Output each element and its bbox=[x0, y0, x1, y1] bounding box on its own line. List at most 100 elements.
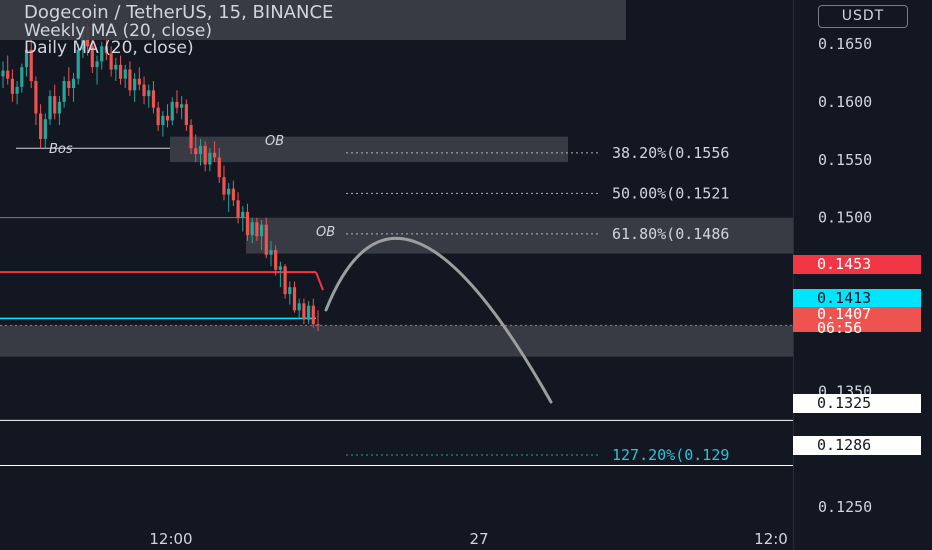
candle-body bbox=[118, 64, 123, 79]
candle-body bbox=[104, 46, 109, 54]
candle bbox=[90, 38, 94, 73]
candle-body bbox=[311, 305, 315, 325]
candle-body bbox=[15, 86, 19, 94]
candle bbox=[208, 148, 212, 172]
y-tick-label: 0.1550 bbox=[818, 151, 872, 169]
weekly-ma-label: Weekly MA (20, close) bbox=[24, 21, 212, 41]
candle-body bbox=[302, 303, 306, 320]
ob-upper-label: OB bbox=[265, 134, 284, 149]
candle-body bbox=[67, 81, 71, 88]
candle bbox=[189, 119, 193, 154]
symbol-title: Dogecoin / TetherUS, 15, BINANCE bbox=[24, 2, 334, 23]
candle bbox=[311, 298, 315, 328]
candle bbox=[222, 165, 226, 201]
candle-body bbox=[71, 78, 76, 88]
currency-button[interactable]: USDT bbox=[818, 5, 908, 28]
last-price-value: 0.1407 bbox=[817, 305, 872, 323]
candle bbox=[137, 67, 141, 91]
candle bbox=[316, 310, 320, 332]
candle-body bbox=[255, 222, 259, 237]
candle-body bbox=[212, 152, 217, 158]
candle-body bbox=[306, 305, 311, 320]
candle bbox=[34, 76, 38, 126]
candle-body bbox=[217, 157, 221, 178]
candle bbox=[184, 99, 188, 131]
candle bbox=[198, 138, 203, 166]
candle bbox=[180, 96, 184, 120]
candle-body bbox=[222, 177, 226, 195]
candle-body bbox=[114, 64, 118, 70]
candle bbox=[175, 90, 179, 114]
zones-layer bbox=[0, 136, 793, 357]
candle bbox=[165, 104, 170, 128]
candle bbox=[67, 67, 71, 97]
candle bbox=[76, 44, 80, 85]
candle-body bbox=[1, 70, 5, 77]
price-tag-red-level: 0.1453 bbox=[793, 255, 921, 274]
candle-body bbox=[198, 145, 203, 154]
ob-lower-label: OB bbox=[316, 225, 335, 240]
candle-body bbox=[62, 81, 66, 102]
candle bbox=[48, 90, 52, 126]
candle bbox=[95, 55, 99, 85]
candle-body bbox=[10, 78, 15, 94]
candle bbox=[62, 76, 66, 108]
candle bbox=[147, 84, 151, 108]
candle-body bbox=[194, 148, 198, 154]
candle-body bbox=[43, 119, 47, 139]
candle-body bbox=[90, 46, 94, 68]
candle-body bbox=[29, 49, 33, 82]
fib-label: 50.00%(0.1521 bbox=[612, 184, 729, 202]
candle bbox=[1, 61, 5, 88]
red-level-tick bbox=[315, 271, 324, 291]
candle bbox=[231, 180, 235, 207]
axis-layer: 0.12500.13000.13500.15000.15500.16000.16… bbox=[149, 0, 872, 550]
legend-panel: Dogecoin / TetherUS, 15, BINANCE Weekly … bbox=[0, 0, 626, 57]
candle-body bbox=[48, 96, 52, 120]
candle-body bbox=[278, 266, 282, 270]
price-tag-last: 0.1407 06:56 bbox=[793, 305, 921, 337]
drawings-layer: Bos OB OB bbox=[49, 134, 553, 404]
candle bbox=[133, 72, 137, 102]
candle-body bbox=[133, 78, 137, 91]
candle-body bbox=[175, 101, 179, 108]
support-zone bbox=[0, 325, 793, 357]
candle-body bbox=[6, 70, 10, 79]
daily-ma-label: Daily MA (20, close) bbox=[24, 38, 194, 58]
candle bbox=[227, 182, 231, 212]
candle bbox=[245, 203, 250, 241]
candle-body bbox=[269, 250, 273, 255]
candle-body bbox=[283, 266, 287, 295]
countdown-value: 06:56 bbox=[817, 319, 863, 337]
candle bbox=[170, 97, 174, 126]
candle-body bbox=[128, 69, 132, 91]
ob-lower-zone bbox=[246, 217, 793, 254]
candle bbox=[306, 301, 311, 325]
candle bbox=[250, 217, 254, 244]
y-tick-label: 0.1600 bbox=[818, 93, 872, 111]
candle bbox=[241, 206, 245, 232]
ob-upper-zone bbox=[170, 136, 568, 163]
candle bbox=[203, 141, 207, 172]
candle-body bbox=[184, 104, 188, 126]
candle bbox=[53, 84, 57, 120]
candle-body bbox=[274, 250, 278, 270]
candle-body bbox=[259, 224, 264, 237]
candle bbox=[43, 113, 47, 149]
candle-body bbox=[39, 113, 43, 139]
fib-label: 127.20%(0.129 bbox=[612, 446, 729, 464]
candle bbox=[24, 44, 29, 77]
candle bbox=[156, 101, 160, 131]
candle-body bbox=[57, 101, 62, 114]
candle-body bbox=[292, 287, 297, 311]
candle bbox=[274, 245, 278, 276]
x-tick-label: 27 bbox=[469, 530, 488, 548]
candle bbox=[114, 57, 118, 82]
candle bbox=[161, 111, 165, 137]
x-tick-label: 12:0 bbox=[754, 530, 788, 548]
price-tag-ma: 0.1413 bbox=[793, 289, 921, 308]
candle bbox=[10, 69, 15, 102]
candle-body bbox=[20, 67, 24, 87]
